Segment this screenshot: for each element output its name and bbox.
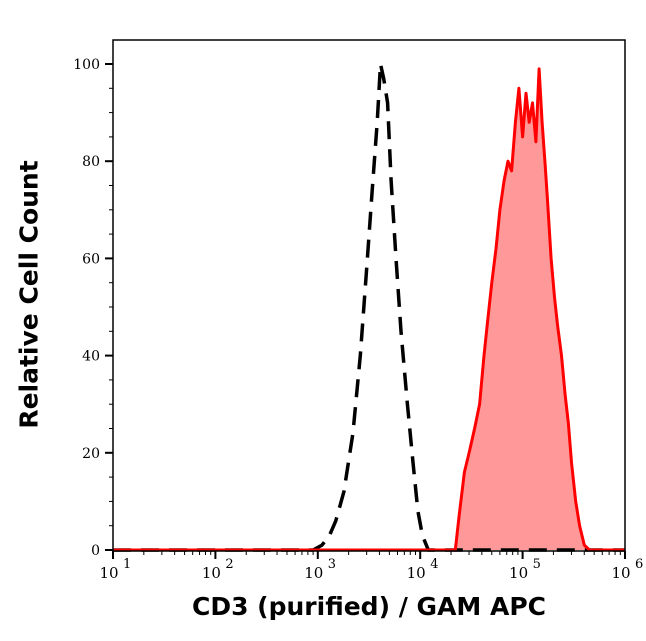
x-tick-label: 10 (611, 564, 630, 582)
x-tick-exponent: 2 (225, 557, 233, 572)
x-axis-label: CD3 (purified) / GAM APC (191, 592, 547, 621)
x-tick-exponent: 1 (123, 557, 131, 572)
y-tick-label: 100 (73, 57, 100, 73)
y-tick-label: 40 (82, 349, 100, 365)
plot-frame (112, 39, 626, 552)
x-tick-exponent: 4 (430, 557, 438, 572)
x-tick-label: 10 (407, 564, 426, 582)
y-tick-label: 20 (82, 446, 100, 462)
x-axis: 10 1 10 2 10 3 10 4 10 5 10 6 (99, 551, 643, 582)
x-tick-exponent: 3 (328, 557, 336, 572)
series-line-0 (113, 62, 625, 552)
x-tick-label: 10 (99, 564, 118, 582)
y-axis-label: Relative Cell Count (14, 160, 44, 429)
x-tick-label: 10 (509, 564, 528, 582)
y-tick-label: 80 (82, 154, 100, 170)
x-tick-exponent: 5 (533, 557, 541, 572)
plot-area (113, 62, 625, 552)
x-tick-label: 10 (202, 564, 221, 582)
y-tick-label: 0 (91, 543, 100, 559)
y-axis: 0 20 40 60 80 100 (73, 57, 113, 559)
y-tick-label: 60 (82, 251, 100, 267)
series-fill-1 (113, 68, 625, 551)
x-tick-exponent: 6 (635, 557, 643, 572)
series-line-1 (113, 67, 625, 552)
x-tick-label: 10 (304, 564, 323, 582)
